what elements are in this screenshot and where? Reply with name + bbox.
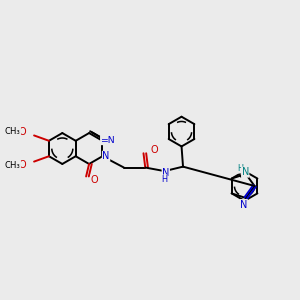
Text: O: O [91,175,98,185]
Text: =N: =N [100,136,115,145]
Text: CH₃: CH₃ [5,128,20,136]
Text: H: H [161,175,167,184]
Text: H: H [237,164,244,173]
Text: O: O [19,160,27,170]
Text: N: N [162,168,169,178]
Text: N: N [240,200,247,209]
Text: O: O [19,127,27,137]
Text: N: N [102,151,110,161]
Text: O: O [150,145,158,155]
Text: N: N [242,167,249,177]
Text: CH₃: CH₃ [5,161,20,170]
